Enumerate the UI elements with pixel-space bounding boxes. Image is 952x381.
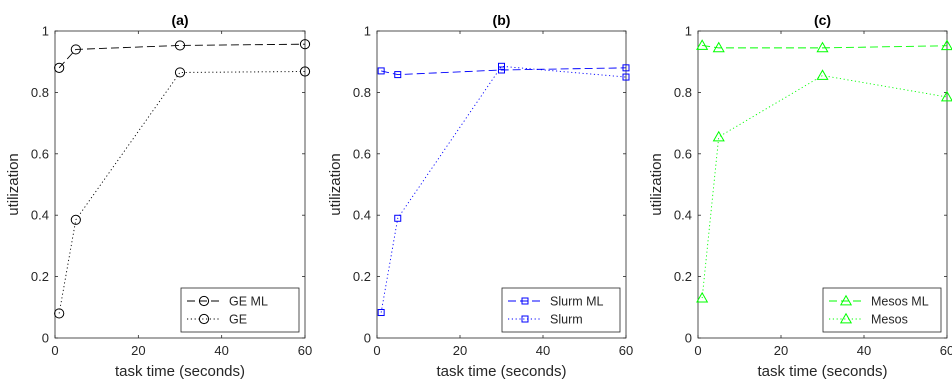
- data-point: [54, 308, 65, 319]
- x-tick-label: 40: [214, 343, 228, 358]
- y-tick-label: 0.2: [353, 269, 371, 284]
- x-axis-label: task time (seconds): [115, 363, 245, 380]
- x-tick-label: 0: [373, 343, 380, 358]
- data-point: [622, 73, 630, 81]
- data-point: [816, 41, 829, 53]
- y-tick-label: 0.6: [353, 146, 371, 161]
- data-point: [940, 90, 952, 102]
- x-tick-label: 20: [131, 343, 145, 358]
- data-point: [299, 66, 311, 77]
- legend-label: GE ML: [229, 295, 268, 309]
- data-point: [498, 66, 505, 74]
- y-tick-label: 0.8: [31, 85, 49, 100]
- legend-label: Slurm: [550, 313, 583, 327]
- x-tick-label: 60: [940, 343, 952, 358]
- series-line: [381, 67, 627, 76]
- x-tick-label: 60: [619, 343, 633, 358]
- legend-marker: [198, 295, 210, 307]
- data-point: [712, 41, 725, 53]
- y-tick-label: 0: [685, 331, 692, 346]
- data-point: [299, 39, 311, 50]
- plot-area: [697, 30, 948, 339]
- y-tick-label: 0.2: [674, 269, 692, 284]
- y-tick-label: 0.4: [353, 208, 371, 223]
- x-axis-label: task time (seconds): [757, 363, 887, 380]
- x-tick-label: 0: [51, 343, 58, 358]
- legend-marker: [521, 297, 529, 305]
- data-point: [70, 214, 81, 225]
- series-ge-ml: [54, 39, 311, 73]
- data-point: [622, 64, 630, 72]
- y-axis-label: utilization: [5, 153, 22, 216]
- legend-marker: [839, 312, 853, 324]
- data-point: [712, 130, 725, 142]
- data-point: [696, 39, 709, 50]
- data-point: [940, 39, 952, 51]
- data-point: [816, 69, 829, 80]
- legend-box: [180, 287, 300, 333]
- legend-label: Slurm ML: [550, 295, 604, 309]
- series-line: [58, 43, 306, 69]
- series-ge: [54, 66, 311, 319]
- y-axis-label: utilization: [327, 153, 344, 216]
- legend-label: GE: [229, 313, 247, 327]
- data-point: [498, 62, 505, 70]
- data-point: [70, 44, 81, 55]
- y-tick-label: 0.8: [353, 85, 371, 100]
- legend: Mesos ML Mesos: [822, 287, 942, 333]
- chart-title: (b): [493, 12, 511, 28]
- y-tick-label: 0: [42, 331, 49, 346]
- y-tick-label: 0.4: [674, 208, 692, 223]
- y-tick-label: 0.6: [31, 146, 49, 161]
- data-point: [394, 214, 402, 222]
- chart-panel-2: 0 0.2 0.4 0.6 0.8 1 0 20 40 60 task time (seconds)…: [327, 12, 633, 380]
- series-mesos-ml: [696, 39, 952, 53]
- data-point: [54, 62, 65, 73]
- series-slurm-ml: [377, 64, 630, 79]
- data-point: [174, 67, 186, 78]
- y-tick-label: 0.4: [31, 208, 49, 223]
- data-point: [394, 71, 402, 79]
- chart-title: (c): [814, 12, 831, 28]
- legend-marker: [839, 294, 853, 306]
- y-tick-label: 1: [42, 24, 49, 39]
- y-tick-label: 0.8: [674, 85, 692, 100]
- x-tick-label: 40: [857, 343, 871, 358]
- legend-label: Mesos: [871, 313, 908, 327]
- legend-box: [501, 287, 621, 333]
- data-point: [377, 67, 385, 75]
- series-slurm: [377, 62, 630, 317]
- series-line: [702, 44, 948, 49]
- x-axis-label: task time (seconds): [436, 363, 566, 380]
- legend-marker: [198, 313, 210, 325]
- legend-label: Mesos ML: [871, 295, 929, 309]
- y-tick-label: 1: [685, 24, 692, 39]
- y-axis-label: utilization: [648, 153, 665, 216]
- legend: GE ML GE: [180, 287, 300, 333]
- legend-box: [822, 287, 942, 333]
- chart-panel-1: 0 0.2 0.4 0.6 0.8 1 0 20 40 60 task time (seconds)…: [5, 12, 312, 380]
- y-tick-label: 0.6: [674, 146, 692, 161]
- x-tick-label: 20: [453, 343, 467, 358]
- legend-marker: [521, 315, 529, 323]
- data-point: [174, 40, 186, 51]
- chart-panel-3: 0 0.2 0.4 0.6 0.8 1 0 20 40 60 task time (seconds)…: [648, 12, 952, 380]
- legend: Slurm ML Slurm: [501, 287, 621, 333]
- x-tick-label: 40: [536, 343, 550, 358]
- y-tick-label: 1: [364, 24, 371, 39]
- y-tick-label: 0: [364, 331, 371, 346]
- x-tick-label: 60: [298, 343, 312, 358]
- plot-area: [376, 30, 627, 339]
- x-tick-label: 0: [694, 343, 701, 358]
- series-mesos: [696, 69, 952, 303]
- data-point: [696, 291, 709, 303]
- x-tick-label: 20: [774, 343, 788, 358]
- data-point: [377, 309, 385, 317]
- y-tick-label: 0.2: [31, 269, 49, 284]
- series-line: [380, 65, 627, 313]
- chart-title: (a): [171, 12, 188, 28]
- plot-area: [54, 30, 306, 339]
